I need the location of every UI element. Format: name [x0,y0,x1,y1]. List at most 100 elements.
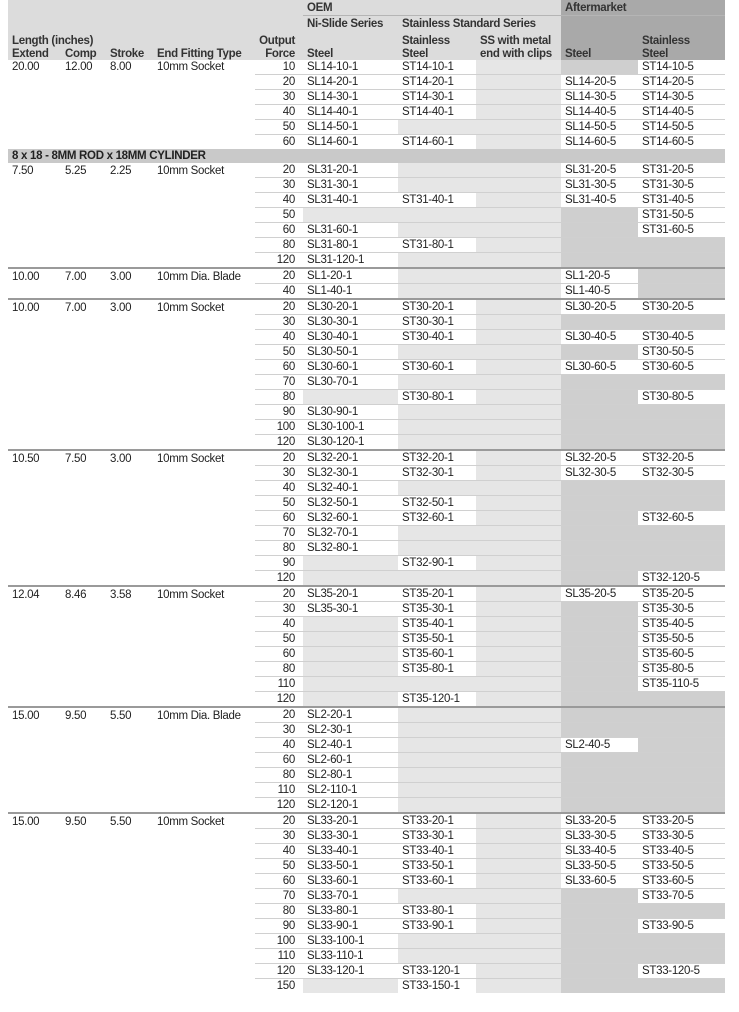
oem-stainless-steel-cell [398,525,476,541]
am-steel-cell [561,722,638,738]
oem-stainless-steel-cell [398,933,476,949]
ss-metal-clips-cell [476,888,561,904]
table-row: 80 ST30-80-1 ST30-80-5 [8,389,725,405]
force-cell: 20 [255,449,303,466]
extend-cell [8,978,61,994]
force-cell: 40 [255,192,303,208]
fitting-cell [153,283,255,300]
table-row: 110 ST35-110-5 [8,676,725,692]
oem-steel-cell: SL33-20-1 [303,812,398,829]
ss-metal-clips-cell [476,283,561,300]
table-row: 15.00 9.50 5.50 10mm Dia. Blade 20 SL2-20-1 [8,706,725,723]
oem-stainless-steel-cell [398,163,476,178]
fitting-cell [153,646,255,662]
fitting-cell [153,104,255,120]
comp-cell [61,207,106,223]
oem-stainless-steel-cell [398,767,476,783]
oem-steel-cell: SL31-20-1 [303,163,398,178]
comp-cell [61,631,106,647]
comp-cell [61,404,106,420]
extend-cell [8,389,61,405]
am-steel-cell [561,237,638,253]
ss-metal-clips-cell [476,933,561,949]
ss-metal-clips-cell [476,737,561,753]
fitting-cell [153,419,255,435]
am-steel-cell: SL33-40-5 [561,843,638,859]
ss-metal-clips-cell [476,903,561,919]
ss-metal-clips-cell [476,192,561,208]
am-steel-cell [561,540,638,556]
oem-steel-cell: SL30-120-1 [303,434,398,451]
comp-cell [61,222,106,238]
comp-cell [61,933,106,949]
am-stainless-steel-cell [638,722,725,738]
am-stainless-steel-cell: ST31-50-5 [638,207,725,223]
fitting-cell [153,177,255,193]
extend-cell [8,89,61,105]
am-steel-cell: SL30-60-5 [561,359,638,375]
extend-cell [8,104,61,120]
stroke-cell [106,74,153,90]
oem-stainless-steel-cell: ST35-20-1 [398,585,476,602]
oem-stainless-steel-cell: ST14-60-1 [398,134,476,149]
am-stainless-steel-cell [638,252,725,269]
am-steel-cell: SL31-20-5 [561,163,638,178]
am-steel-cell [561,616,638,632]
am-steel-cell [561,434,638,451]
oem-steel-cell [303,631,398,647]
extend-cell [8,843,61,859]
am-steel-cell [561,948,638,964]
oem-stainless-steel-cell: ST32-60-1 [398,510,476,526]
extend-cell [8,344,61,360]
fitting-cell [153,359,255,375]
table-row: 40 SL2-40-1 SL2-40-5 [8,737,725,753]
am-steel-cell [561,918,638,934]
am-steel-cell: SL14-40-5 [561,104,638,120]
ss-metal-clips-cell [476,525,561,541]
comp-cell [61,540,106,556]
fitting-cell [153,525,255,541]
am-steel-cell [561,661,638,677]
header-am-stainless-1: Stainless [642,35,690,47]
am-stainless-steel-cell [638,978,725,994]
table-row: 40 SL33-40-1 ST33-40-1 SL33-40-5 ST33-40-5 [8,843,725,859]
ss-metal-clips-cell [476,963,561,979]
am-stainless-steel-cell [638,434,725,451]
header-am-stainless: Stainless Steel [638,31,726,61]
table-row: 100 SL33-100-1 [8,933,725,949]
fitting-cell [153,344,255,360]
am-steel-cell [561,525,638,541]
am-steel-cell: SL35-20-5 [561,585,638,602]
fitting-cell [153,843,255,859]
stroke-cell [106,722,153,738]
ss-metal-clips-cell [476,540,561,556]
table-row: 30 SL14-30-1 ST14-30-1 SL14-30-5 ST14-30-5 [8,89,725,105]
comp-cell [61,283,106,300]
fitting-cell [153,74,255,90]
oem-steel-cell [303,555,398,571]
oem-steel-cell: SL33-90-1 [303,918,398,934]
oem-steel-cell: SL14-30-1 [303,89,398,105]
am-steel-cell [561,706,638,723]
am-stainless-steel-cell [638,555,725,571]
force-cell: 30 [255,828,303,844]
table-row: 10.00 7.00 3.00 10mm Dia. Blade 20 SL1-20-1 SL… [8,267,725,284]
fitting-cell [153,828,255,844]
force-cell: 150 [255,978,303,994]
table-row: 40 SL31-40-1 ST31-40-1 SL31-40-5 ST31-40-5 [8,192,725,208]
table-row: 50 SL32-50-1 ST32-50-1 [8,495,725,511]
ss-metal-clips-cell [476,267,561,284]
oem-steel-cell: SL14-50-1 [303,119,398,135]
force-cell: 20 [255,585,303,602]
oem-steel-cell: SL33-40-1 [303,843,398,859]
ss-metal-clips-cell [476,585,561,602]
ss-metal-clips-cell [476,329,561,345]
oem-stainless-steel-cell: ST35-60-1 [398,646,476,662]
comp-cell [61,555,106,571]
extend-cell [8,540,61,556]
table-row: 80 SL33-80-1 ST33-80-1 [8,903,725,919]
fitting-cell [153,314,255,330]
force-cell: 30 [255,89,303,105]
force-cell: 30 [255,722,303,738]
extend-cell [8,722,61,738]
